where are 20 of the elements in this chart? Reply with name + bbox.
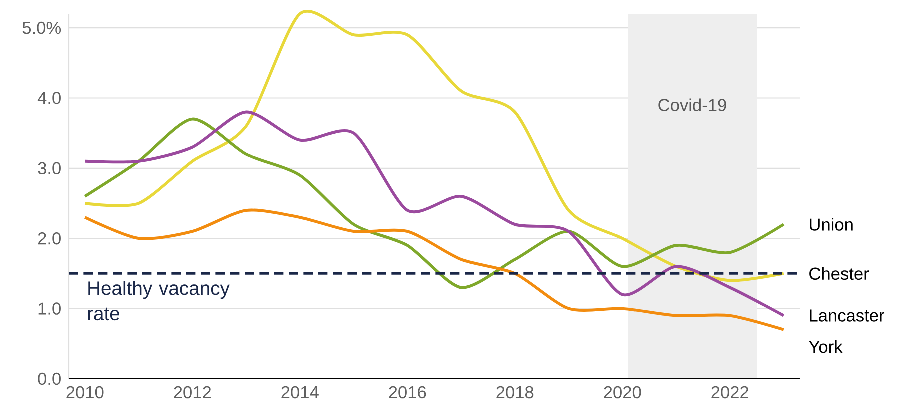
x-tick-label: 2012 bbox=[174, 386, 212, 399]
line-series bbox=[84, 208, 786, 332]
y-tick-label: 1.0 bbox=[38, 302, 61, 315]
y-tick-label: 3.0 bbox=[38, 162, 61, 175]
x-tick-label: 2018 bbox=[496, 386, 534, 399]
x-tick-label: 2022 bbox=[712, 386, 749, 399]
y-tick-label: 2.0 bbox=[38, 232, 61, 245]
ref-line-label: Healthy vacancy rate bbox=[88, 281, 230, 321]
series-label: York bbox=[809, 340, 843, 354]
series-label: Lancaster bbox=[810, 310, 885, 322]
y-tick-label: 5.0% bbox=[22, 22, 62, 34]
y-tick-label: 4.0 bbox=[38, 92, 61, 104]
x-tick-label: 2010 bbox=[66, 386, 104, 399]
band-label: Covid-19 bbox=[658, 98, 726, 112]
x-tick-label: 2016 bbox=[389, 386, 426, 399]
y-tick-label: 0.0 bbox=[38, 372, 61, 386]
series-label: Union bbox=[810, 218, 853, 231]
x-tick-label: 2014 bbox=[282, 386, 319, 399]
series-label: Chester bbox=[810, 267, 870, 280]
x-tick-label: 2020 bbox=[604, 386, 642, 399]
